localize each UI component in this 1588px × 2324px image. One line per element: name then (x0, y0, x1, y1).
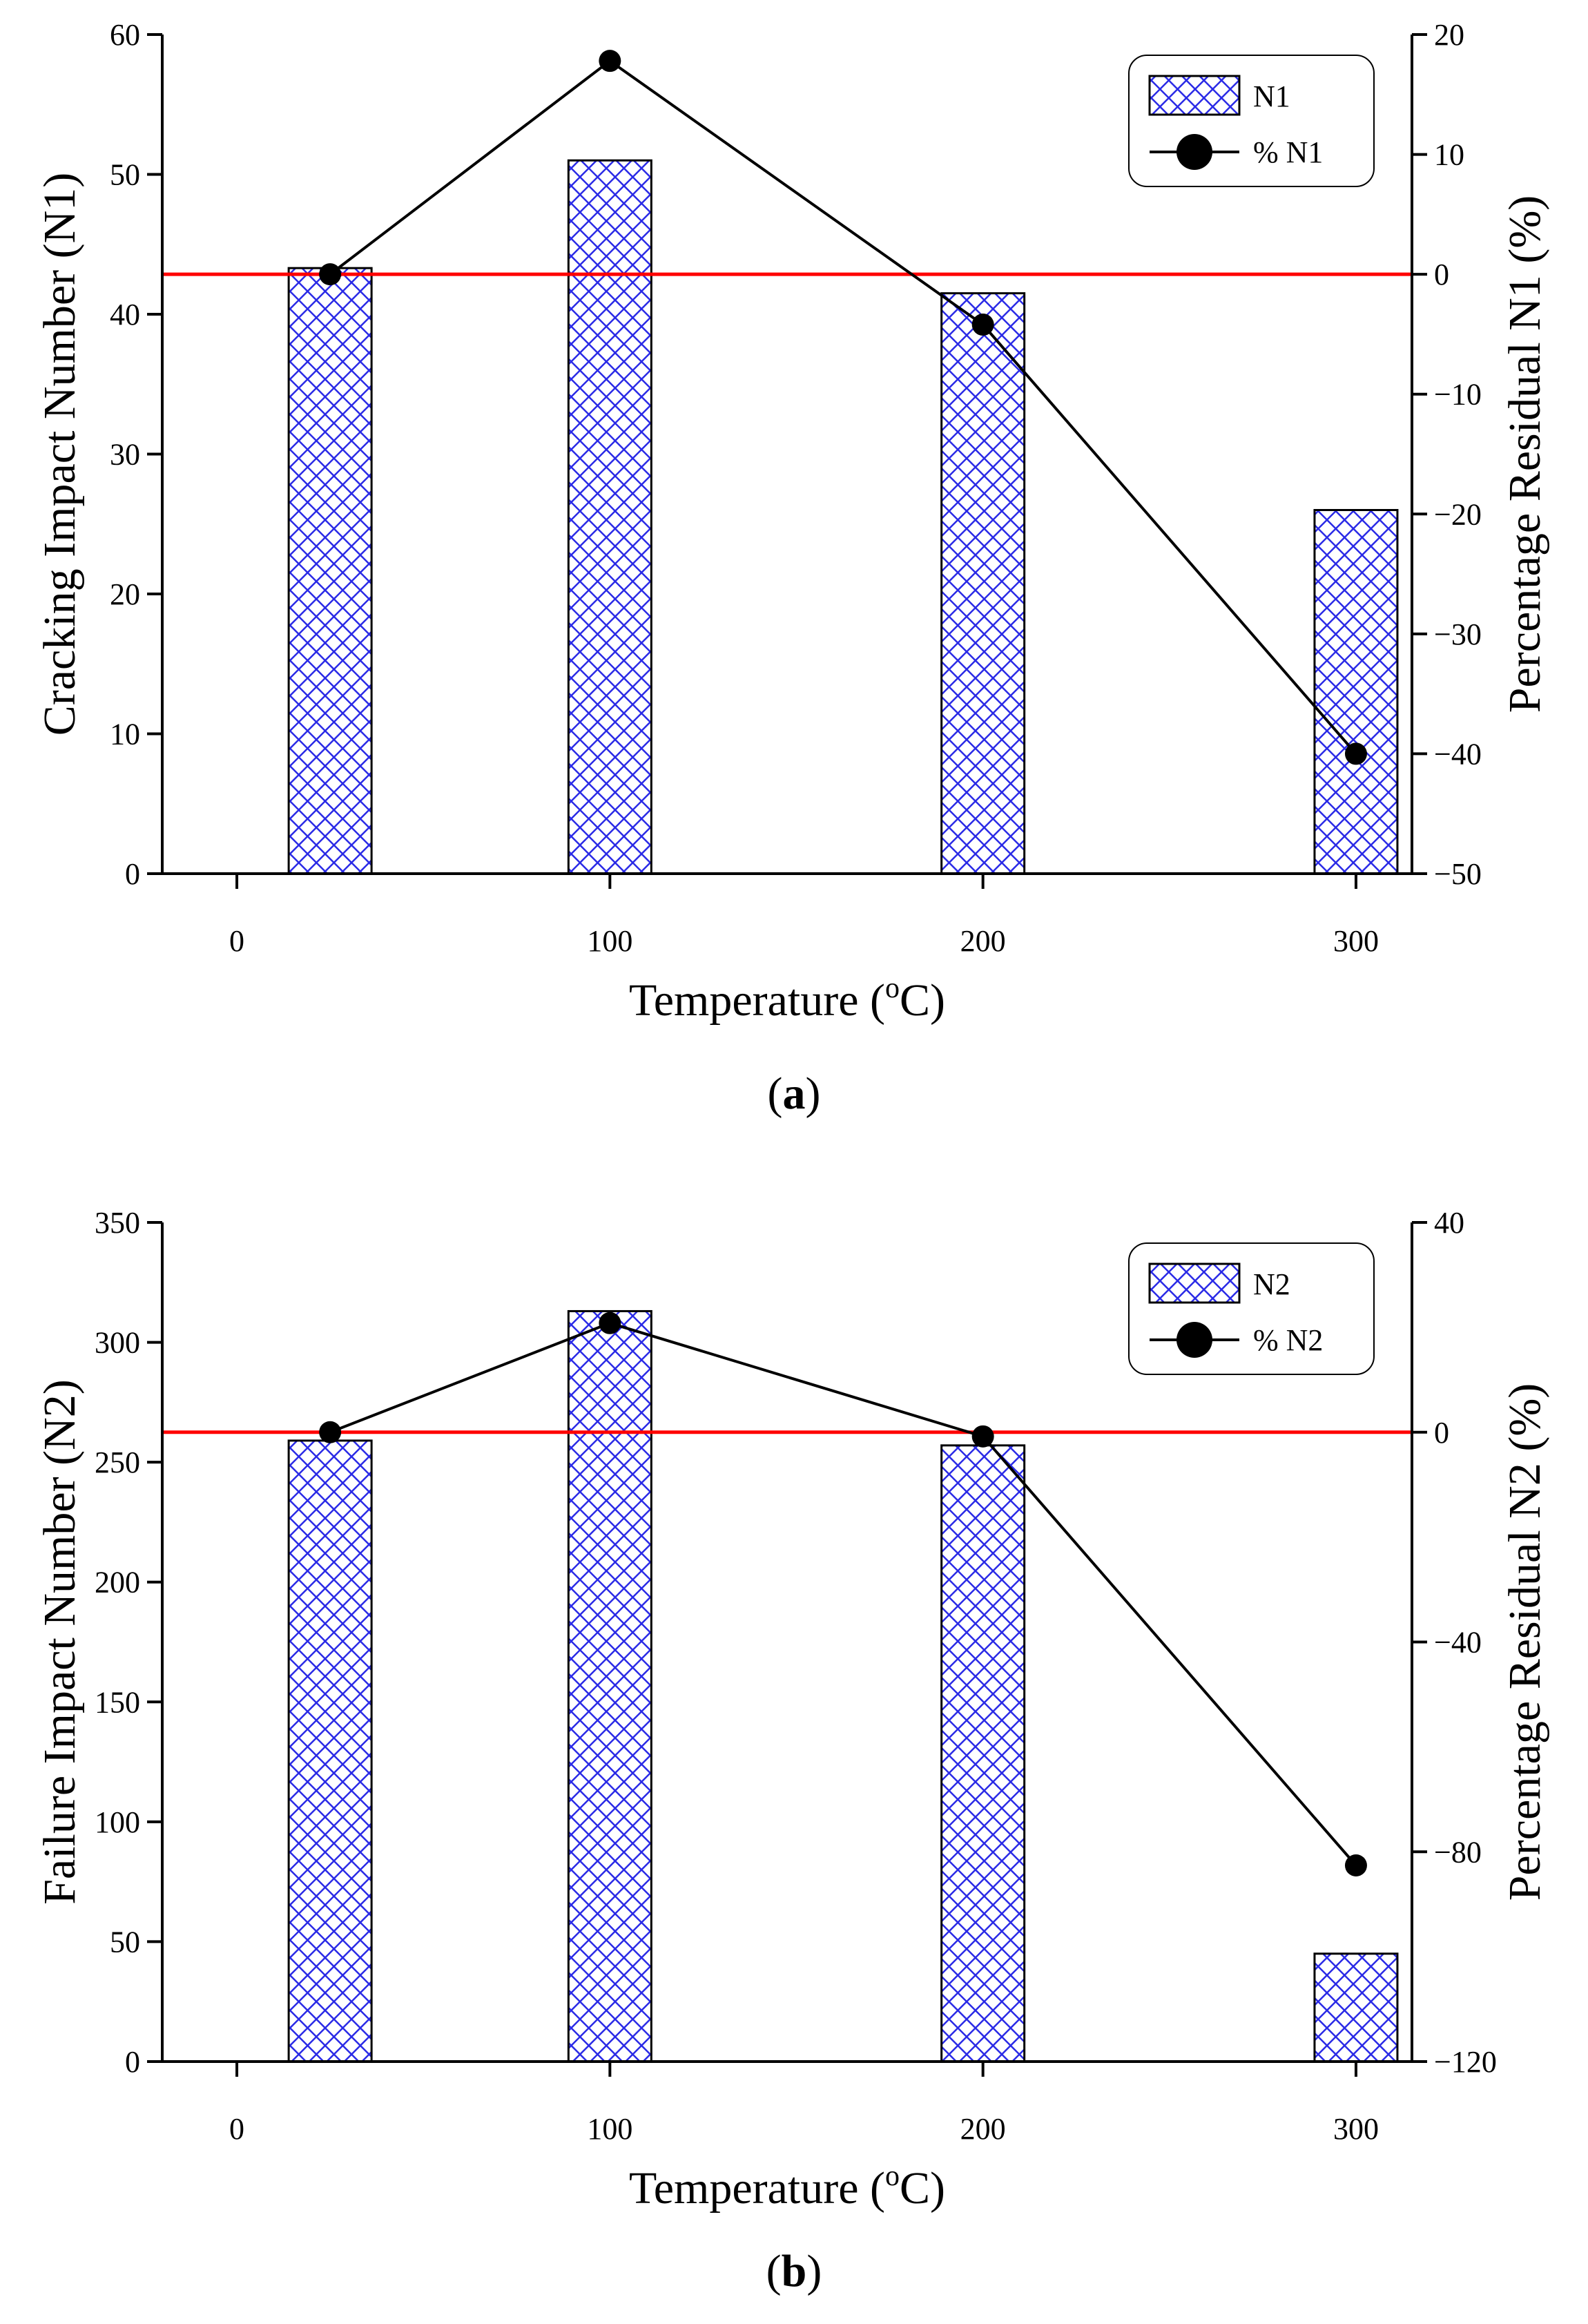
legend-bar-swatch-b (1148, 1262, 1241, 1304)
bar-b-2 (940, 1444, 1026, 2063)
caption-a: (a) (768, 1068, 821, 1119)
y-left-tick-label-a-4: 40 (110, 298, 140, 332)
bar-a-1 (567, 159, 652, 875)
y-right-tick-label-a-5: 0 (1434, 258, 1449, 291)
y-left-tick-label-b-3: 150 (95, 1685, 140, 1719)
y-right-tick-label-a-4: −10 (1434, 378, 1482, 412)
legend-bar-label-a: N1 (1253, 79, 1290, 113)
y-axis-title-right-b: Percentage Residual N2 (%) (1500, 1383, 1550, 1901)
y-left-tick-label-b-4: 200 (95, 1566, 140, 1600)
x-tick-label-b-3: 300 (1333, 2112, 1379, 2146)
x-axis-title-sup-b: o (885, 2160, 900, 2192)
line-series-a (329, 59, 1357, 755)
y-left-tick-label-b-5: 250 (95, 1446, 140, 1479)
chart-panel-a: 0 100 200 300 0 10 20 30 40 50 60 −50 −40 −30 −20 −10 0 1… (0, 0, 1588, 1146)
y-left-tick-label-a-1: 10 (110, 718, 140, 751)
y-left-tick-label-b-7: 350 (95, 1206, 140, 1240)
x-tick-label-b-1: 100 (587, 2112, 632, 2146)
chart-a-svg: 0 100 200 300 0 10 20 30 40 50 60 −50 −40 −30 −20 −10 0 1… (35, 18, 1550, 1119)
legend-bar-label-b: N2 (1253, 1267, 1290, 1301)
line-point-b-0 (319, 1421, 342, 1443)
y-left-tick-label-b-2: 100 (95, 1805, 140, 1839)
y-right-tick-label-a-1: −40 (1434, 737, 1482, 771)
caption-close-b: ) (806, 2246, 822, 2296)
line-point-b-3 (1344, 1854, 1367, 1876)
legend-bar-swatch-a (1148, 75, 1241, 116)
y-axis-title-left-b: Failure Impact Number (N2) (35, 1379, 85, 1905)
caption-letter-a: a (783, 1068, 806, 1119)
y-right-tick-label-b-3: 0 (1434, 1416, 1449, 1450)
y-right-tick-label-a-6: 10 (1434, 138, 1464, 172)
x-axis-title-end-a: C) (900, 975, 945, 1026)
bar-a-2 (940, 292, 1026, 875)
y-left-tick-label-b-6: 300 (95, 1326, 140, 1360)
y-left-tick-label-b-0: 0 (125, 2045, 140, 2079)
y-left-tick-label-a-5: 50 (110, 158, 140, 192)
x-axis-title-a: Temperature (oC) (629, 972, 945, 1026)
x-tick-label-a-1: 100 (587, 924, 632, 958)
bar-b-0 (287, 1439, 373, 2063)
x-tick-label-b-0: 0 (229, 2112, 244, 2146)
x-axis-title-main-a: Temperature ( (629, 975, 885, 1026)
legend-line-marker-b (1177, 1322, 1212, 1358)
legend-line-label-b: % N2 (1253, 1323, 1323, 1357)
caption-b: (b) (766, 2246, 822, 2296)
x-tick-label-a-3: 300 (1333, 924, 1379, 958)
x-tick-label-a-2: 200 (960, 924, 1006, 958)
bar-a-3 (1313, 509, 1399, 875)
y-left-tick-label-a-6: 60 (110, 18, 140, 52)
line-point-a-2 (971, 314, 994, 336)
x-axis-title-end-b: C) (900, 2163, 945, 2213)
chart-b-svg: 0 100 200 300 0 50 100 150 200 250 300 350 −120 −80 −4… (35, 1206, 1550, 2296)
y-left-tick-label-a-2: 20 (110, 577, 140, 611)
x-axis-title-sup-a: o (885, 972, 900, 1004)
y-right-tick-label-b-1: −80 (1434, 1835, 1482, 1869)
caption-open-a: ( (768, 1068, 783, 1119)
x-tick-label-b-2: 200 (960, 2112, 1006, 2146)
y-left-tick-label-a-3: 30 (110, 438, 140, 472)
x-axis-title-main-b: Temperature ( (629, 2163, 885, 2213)
x-axis-title-b: Temperature (oC) (629, 2160, 945, 2213)
line-point-b-1 (599, 1312, 621, 1334)
line-series-b (329, 1321, 1357, 1867)
chart-panel-b: 0 100 200 300 0 50 100 150 200 250 300 350 −120 −80 −4… (0, 1174, 1588, 2324)
bar-b-3 (1313, 1952, 1399, 2063)
legend-line-label-a: % N1 (1253, 135, 1323, 169)
y-right-tick-label-a-7: 20 (1434, 18, 1464, 52)
y-left-tick-label-a-0: 0 (125, 857, 140, 891)
legend-line-marker-a (1177, 134, 1212, 170)
y-left-tick-label-b-1: 50 (110, 1925, 140, 1959)
caption-letter-b: b (782, 2246, 807, 2296)
line-point-a-0 (319, 263, 342, 286)
y-right-tick-label-b-0: −120 (1434, 2045, 1497, 2079)
y-right-tick-label-a-3: −20 (1434, 497, 1482, 531)
caption-close-a: ) (806, 1068, 821, 1119)
y-right-tick-label-b-2: −40 (1434, 1626, 1482, 1660)
y-right-tick-label-b-4: 40 (1434, 1206, 1464, 1240)
bar-b-1 (567, 1309, 652, 2063)
y-axis-title-right-a: Percentage Residual N1 (%) (1500, 195, 1550, 713)
caption-open-b: ( (766, 2246, 782, 2296)
line-point-a-3 (1344, 742, 1367, 765)
y-right-tick-label-a-2: −30 (1434, 617, 1482, 651)
bar-a-0 (287, 267, 373, 875)
y-axis-title-left-a: Cracking Impact Number (N1) (35, 173, 85, 736)
line-point-a-1 (599, 50, 621, 73)
y-right-tick-label-a-0: −50 (1434, 857, 1482, 891)
x-tick-label-a-0: 0 (229, 924, 244, 958)
line-point-b-2 (971, 1425, 994, 1448)
